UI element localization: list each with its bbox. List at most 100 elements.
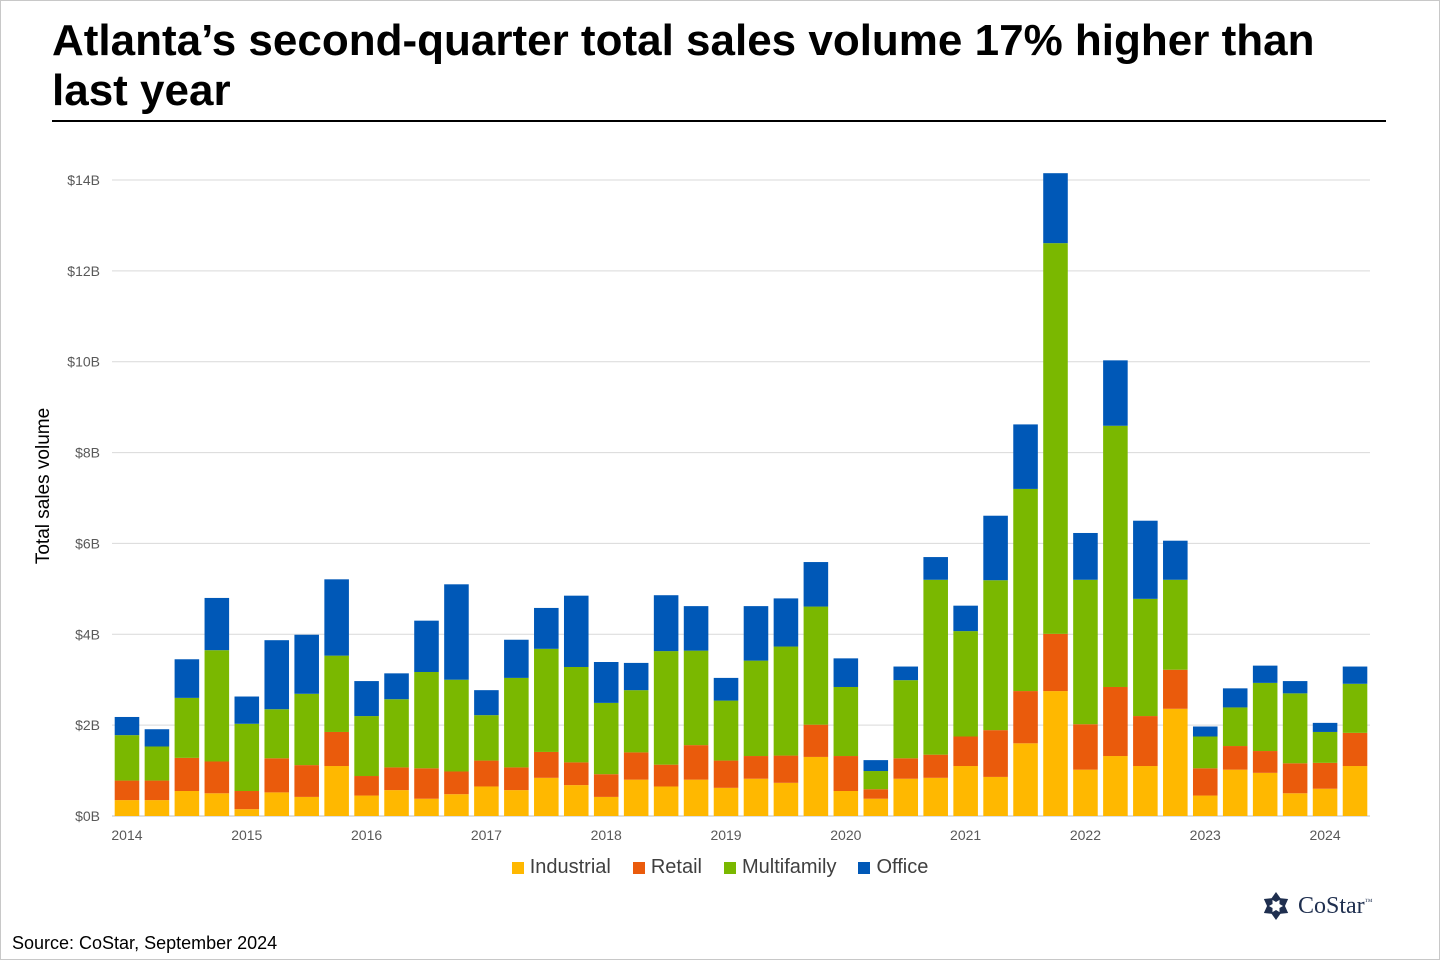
bar-segment-multifamily (803, 606, 829, 725)
bar-segment-office (1133, 520, 1158, 599)
x-tick-label: 2015 (231, 827, 262, 843)
bar-segment-industrial (863, 798, 889, 816)
bar-segment-retail (683, 745, 709, 780)
bar-segment-industrial (444, 794, 469, 816)
x-tick-label: 2024 (1309, 827, 1340, 843)
y-axis-ticks: $0B $2B $4B $6B $8B $10B $12B $14B (67, 172, 100, 824)
bar-segment-office (833, 658, 859, 687)
bar-segment-office (294, 634, 319, 694)
bar-segment-retail (803, 724, 829, 757)
x-tick-label: 2019 (710, 827, 741, 843)
bar-segment-retail (1282, 763, 1308, 794)
bar-segment-retail (144, 780, 170, 801)
bar-segment-industrial (384, 790, 409, 816)
bar-segment-multifamily (234, 723, 260, 792)
bar-segment-retail (653, 764, 679, 787)
x-tick-label: 2014 (111, 827, 142, 843)
bar-segment-retail (384, 767, 409, 791)
bar-segment-multifamily (474, 715, 499, 761)
bar-segment-industrial (174, 791, 200, 816)
bar-segment-industrial (204, 793, 230, 816)
legend-item-industrial: Industrial (511, 856, 611, 879)
bar-segment-industrial (683, 779, 709, 816)
bar-segment-retail (1013, 691, 1038, 744)
bar-segment-retail (324, 731, 349, 767)
bar-segment-industrial (114, 800, 140, 816)
bar-segment-multifamily (653, 651, 679, 765)
bar-segment-industrial (1073, 769, 1098, 816)
bar-segment-multifamily (1073, 579, 1098, 725)
bar-segment-multifamily (1312, 731, 1338, 763)
bar-segment-retail (1133, 716, 1158, 767)
bar-segment-multifamily (1163, 579, 1188, 670)
legend-swatch (632, 861, 645, 874)
legend-item-retail: Retail (632, 856, 702, 879)
legend-item-multifamily: Multifamily (723, 856, 836, 879)
bar-segment-retail (563, 762, 589, 786)
bar-segment-industrial (534, 777, 559, 816)
x-tick-label: 2016 (351, 827, 382, 843)
bar-segment-multifamily (144, 746, 170, 781)
bar-segment-multifamily (773, 646, 799, 756)
bar-segment-multifamily (833, 686, 859, 757)
bar-segment-retail (923, 754, 948, 778)
bar-segment-industrial (264, 792, 290, 816)
bar-segment-office (354, 681, 379, 717)
bar-segment-office (893, 666, 919, 681)
x-tick-label: 2020 (830, 827, 861, 843)
bar-segment-industrial (354, 795, 379, 816)
bar-segment-retail (474, 760, 499, 787)
bar-segment-office (683, 606, 709, 651)
bar-segment-industrial (1222, 769, 1248, 816)
bar-segment-office (803, 562, 829, 607)
legend-item-office: Office (858, 856, 928, 879)
bar-segment-office (1013, 424, 1038, 489)
bar-segment-retail (1043, 633, 1068, 692)
bar-segment-retail (593, 774, 619, 797)
y-tick-label: $8B (75, 445, 100, 461)
bar-segment-multifamily (264, 709, 290, 759)
bar-segment-industrial (833, 791, 859, 816)
bar-segment-office (204, 597, 230, 651)
gridlines (112, 179, 1370, 817)
bar-segment-industrial (803, 756, 829, 816)
bar-segment-retail (114, 780, 140, 801)
bar-segment-retail (1192, 768, 1218, 796)
title-underline (52, 120, 1386, 122)
bar-segment-office (1252, 665, 1278, 683)
bar-segment-office (114, 716, 140, 736)
bar-segment-multifamily (623, 690, 649, 753)
bar-segment-multifamily (593, 702, 619, 775)
bar-segment-retail (1342, 732, 1368, 767)
bar-segment-office (474, 690, 499, 716)
bar-segment-retail (713, 760, 739, 788)
legend-swatch (511, 861, 524, 874)
bar-segment-office (863, 760, 889, 772)
bar-segment-retail (953, 736, 978, 767)
bar-segment-industrial (923, 777, 948, 816)
x-tick-label: 2022 (1070, 827, 1101, 843)
bar-segment-office (534, 607, 559, 649)
bar-segment-multifamily (983, 580, 1008, 731)
bar-segment-industrial (1252, 772, 1278, 816)
bar-segment-office (1342, 666, 1368, 684)
bar-segment-office (593, 662, 619, 703)
x-tick-label: 2017 (471, 827, 502, 843)
logo-petal (1279, 898, 1289, 907)
legend-label: Industrial (529, 856, 611, 878)
bar-segment-multifamily (1013, 488, 1038, 692)
bar-segment-office (623, 662, 649, 691)
bar-segment-retail (833, 756, 859, 792)
bar-segment-multifamily (354, 716, 379, 777)
bar-segment-office (1222, 688, 1248, 708)
bar-segment-industrial (1043, 691, 1068, 816)
bar-segment-office (1312, 722, 1338, 732)
y-axis-title: Total sales volume (33, 408, 54, 564)
bar-segment-industrial (953, 766, 978, 816)
bar-segment-retail (264, 758, 290, 793)
x-tick-label: 2021 (950, 827, 981, 843)
brand-name: CoStar (1298, 892, 1365, 919)
bar-segment-retail (1163, 669, 1188, 709)
bar-segment-multifamily (444, 679, 469, 772)
